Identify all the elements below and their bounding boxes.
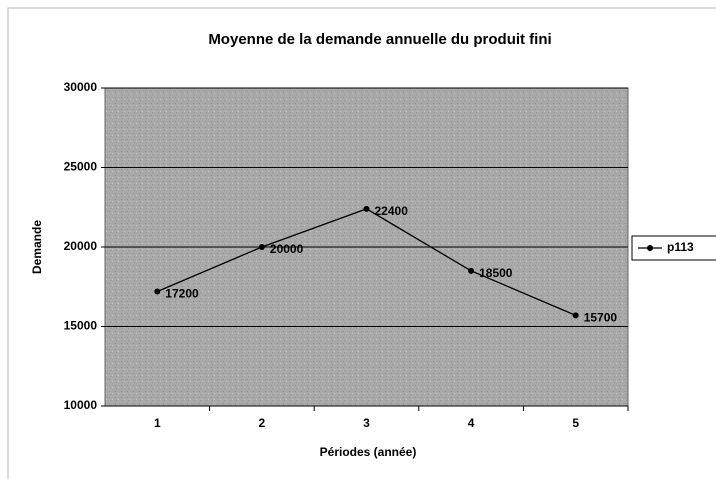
- point: [468, 267, 475, 274]
- point: [363, 205, 370, 212]
- chart-frame: [7, 7, 716, 479]
- legend-marker: [647, 245, 653, 251]
- data-label: 15700: [584, 311, 618, 325]
- point: [572, 312, 579, 319]
- data-label: 22400: [375, 204, 409, 218]
- x-tick-label: 5: [572, 416, 579, 430]
- data-label: 20000: [270, 242, 304, 256]
- data-label: 17200: [165, 287, 199, 301]
- x-tick-label: 3: [363, 416, 370, 430]
- y-tick-label: 15000: [64, 319, 98, 333]
- chart-title: Moyenne de la demande annuelle du produi…: [208, 31, 551, 48]
- y-tick-label: 25000: [64, 160, 98, 174]
- x-axis-label: Périodes (année): [320, 445, 417, 459]
- point: [154, 288, 161, 295]
- x-tick-label: 2: [259, 416, 266, 430]
- point: [258, 244, 265, 250]
- y-tick-label: 10000: [64, 398, 98, 412]
- x-tick-label: 1: [154, 416, 161, 430]
- y-tick-label: 30000: [64, 80, 98, 94]
- legend-label: p113: [667, 240, 694, 254]
- data-label: 18500: [479, 266, 513, 280]
- x-tick-label: 4: [468, 416, 475, 430]
- y-tick-label: 20000: [64, 239, 98, 253]
- y-axis-label: Demande: [30, 220, 44, 274]
